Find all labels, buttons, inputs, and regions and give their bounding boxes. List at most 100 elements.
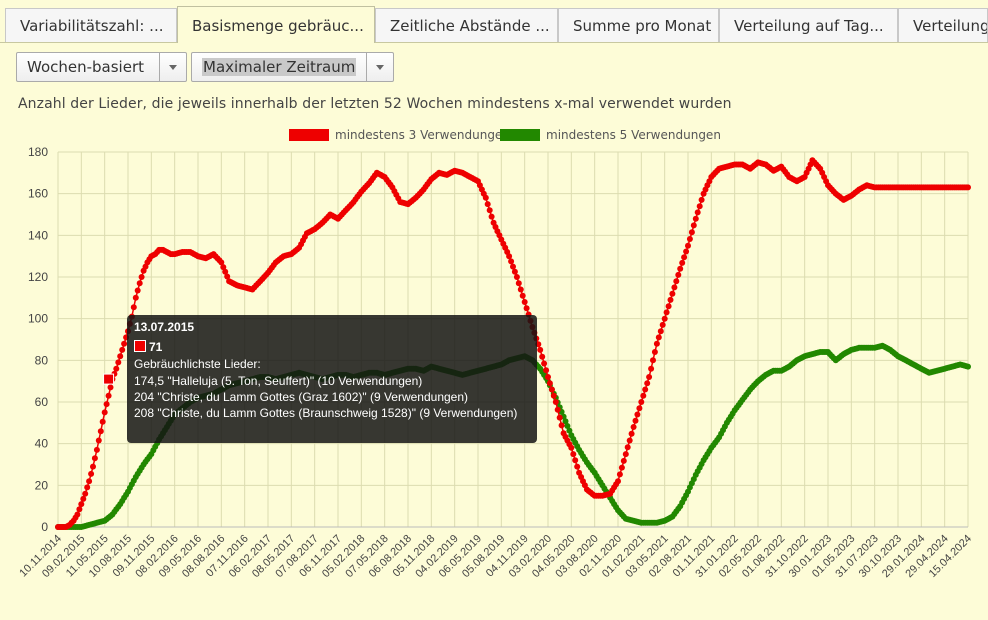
data-point xyxy=(564,423,571,429)
data-point xyxy=(618,464,625,471)
x-axis: 10.11.201409.02.201511.05.201510.08.2015… xyxy=(17,526,974,580)
data-point xyxy=(91,455,98,462)
data-point xyxy=(513,274,520,280)
data-point xyxy=(965,184,971,191)
data-point xyxy=(562,418,569,425)
legend-label-series-1: mindestens 3 Verwendungen xyxy=(335,128,510,142)
tooltip-date: 13.07.2015 xyxy=(134,320,195,334)
data-point xyxy=(511,268,518,275)
data-point xyxy=(84,484,91,491)
data-point xyxy=(688,229,695,236)
data-point xyxy=(696,203,703,210)
y-tick-label: 80 xyxy=(35,353,49,367)
data-point xyxy=(698,196,705,203)
chevron-down-icon[interactable] xyxy=(159,53,186,81)
data-point xyxy=(681,254,688,261)
data-point xyxy=(88,470,95,477)
data-point xyxy=(628,430,635,437)
data-point xyxy=(626,437,633,444)
data-point xyxy=(634,411,641,418)
data-point xyxy=(121,340,128,347)
y-tick-label: 180 xyxy=(28,145,48,159)
series-marker-icon xyxy=(134,340,146,352)
data-point xyxy=(568,444,575,451)
data-point xyxy=(222,268,229,275)
data-point xyxy=(224,273,231,280)
data-point xyxy=(86,478,93,485)
data-point xyxy=(572,457,579,464)
range-select-value: Maximaler Zeitraum xyxy=(202,53,357,81)
data-point xyxy=(76,506,83,513)
data-point xyxy=(550,392,557,399)
data-point xyxy=(657,328,664,335)
tooltip-value-text: 71 xyxy=(149,340,163,354)
data-point xyxy=(642,386,649,393)
data-point xyxy=(134,287,141,294)
data-point xyxy=(523,305,530,312)
data-point xyxy=(638,399,645,405)
data-point xyxy=(517,286,524,293)
tab-summe-pro-monat[interactable]: Summe pro Monat xyxy=(558,8,719,42)
range-select[interactable]: Maximaler Zeitraum xyxy=(191,52,394,82)
data-point xyxy=(519,292,526,299)
data-point xyxy=(130,304,137,311)
tooltip-line-1: 174,5 "Halleluja (5. Ton, Seuffert)" (10… xyxy=(134,374,423,388)
data-point xyxy=(506,253,513,260)
mode-select[interactable]: Wochen-basiert xyxy=(16,52,187,82)
data-point xyxy=(546,380,553,387)
y-axis: 0 20 40 60 80 100 120 140 160 180 xyxy=(28,145,48,534)
data-point xyxy=(486,207,493,214)
data-point xyxy=(99,418,106,425)
data-point xyxy=(95,437,102,444)
data-point xyxy=(117,353,124,360)
data-point xyxy=(677,265,684,272)
data-point xyxy=(686,236,693,242)
data-point xyxy=(615,478,621,485)
data-point xyxy=(220,264,227,271)
tooltip-line-2: 204 "Christe, du Lamm Gottes (Graz 1602)… xyxy=(134,390,469,404)
tooltip-caption: Gebräuchlichste Lieder: xyxy=(134,357,261,371)
chevron-down-icon[interactable] xyxy=(366,53,393,81)
data-point xyxy=(113,365,120,372)
tab-verteilung[interactable]: Verteilung xyxy=(898,8,988,42)
data-point xyxy=(105,392,112,399)
data-point xyxy=(650,357,656,364)
data-point xyxy=(620,457,627,464)
y-tick-label: 120 xyxy=(28,270,48,284)
tooltip-line-3: 208 "Christe, du Lamm Gottes (Braunschwe… xyxy=(134,406,518,420)
data-point xyxy=(90,463,96,470)
data-point xyxy=(644,380,651,387)
data-point xyxy=(218,259,225,266)
data-point xyxy=(101,409,108,416)
data-point xyxy=(558,422,565,429)
data-point xyxy=(482,194,489,201)
data-point xyxy=(508,258,515,265)
data-point xyxy=(646,374,653,380)
data-point xyxy=(570,451,577,458)
data-point xyxy=(78,501,85,508)
data-point xyxy=(136,280,143,287)
data-point xyxy=(574,463,581,470)
data-point xyxy=(521,299,528,305)
data-point xyxy=(548,386,555,393)
tab-zeitliche-abstaende[interactable]: Zeitliche Abstände ... xyxy=(375,8,558,42)
data-point xyxy=(543,367,550,374)
data-point xyxy=(673,278,680,285)
data-point xyxy=(132,294,139,301)
data-point xyxy=(630,424,637,430)
data-point xyxy=(622,451,629,458)
data-point xyxy=(667,296,674,303)
data-point xyxy=(616,471,623,478)
data-point xyxy=(669,290,676,297)
data-point xyxy=(640,392,647,399)
y-tick-label: 140 xyxy=(28,228,48,242)
tab-variabilitaetszahl[interactable]: Variabilitätszahl: ... xyxy=(5,8,177,42)
y-tick-label: 40 xyxy=(35,437,49,451)
data-point xyxy=(632,417,639,424)
data-point xyxy=(636,405,643,412)
y-tick-label: 0 xyxy=(41,520,48,534)
tab-basismenge[interactable]: Basismenge gebräuc... xyxy=(177,6,375,43)
range-select-text: Maximaler Zeitraum xyxy=(202,58,357,76)
tab-verteilung-tag[interactable]: Verteilung auf Tag... xyxy=(719,8,898,42)
